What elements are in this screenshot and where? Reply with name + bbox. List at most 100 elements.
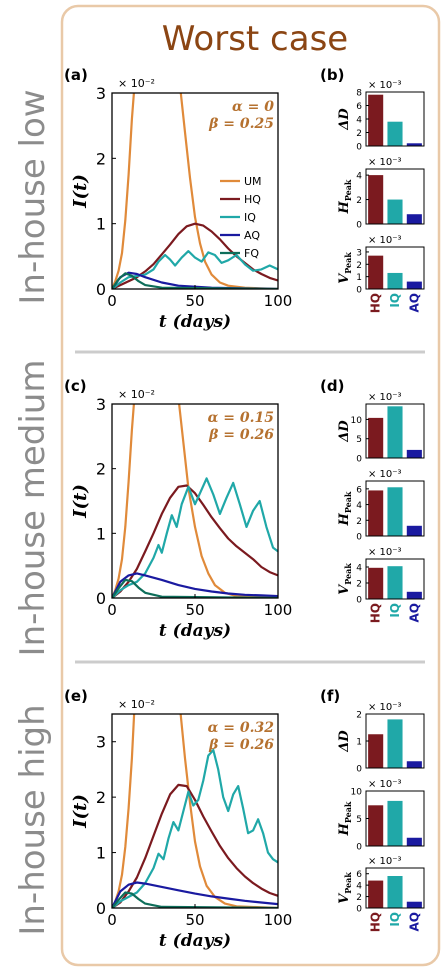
bar-hq bbox=[368, 175, 383, 224]
y-tick-label: 0 bbox=[356, 286, 362, 296]
row-label-medium: In-house medium bbox=[13, 360, 53, 657]
y-tick-label: 1 bbox=[96, 524, 106, 543]
y-axis-label: ΔD bbox=[337, 108, 352, 131]
panel-label: (c) bbox=[64, 377, 87, 395]
bar-iq bbox=[387, 487, 402, 536]
axis-exponent: × 10⁻³ bbox=[368, 80, 402, 91]
bar-aq bbox=[407, 526, 422, 536]
legend-label-fq: FQ bbox=[244, 247, 259, 260]
bar-iq bbox=[387, 200, 402, 224]
x-tick-label: 50 bbox=[185, 911, 204, 929]
y-tick-label: 10 bbox=[351, 788, 363, 798]
bar-hq bbox=[368, 881, 383, 908]
category-label-iq: IQ bbox=[388, 912, 402, 927]
y-tick-label: 4 bbox=[356, 172, 362, 182]
panel-label: (b) bbox=[320, 66, 344, 84]
bar-aq bbox=[407, 592, 422, 599]
bar-iq bbox=[387, 876, 402, 908]
y-tick-label: 0 bbox=[96, 589, 106, 608]
parameter-label: β = 0.26 bbox=[208, 427, 274, 443]
axis-exponent: × 10⁻³ bbox=[368, 469, 402, 480]
category-label-aq: AQ bbox=[407, 912, 421, 932]
parameter-label: α = 0.32 bbox=[208, 720, 275, 736]
category-label-hq: HQ bbox=[369, 603, 383, 623]
y-tick-label: 0 bbox=[356, 455, 362, 465]
legend-label-iq: IQ bbox=[244, 211, 256, 224]
bar-hq bbox=[368, 805, 383, 846]
bar-aq bbox=[407, 838, 422, 846]
axis-exponent: × 10⁻³ bbox=[368, 702, 402, 713]
x-tick-label: 100 bbox=[264, 601, 293, 619]
y-tick-label: 0 bbox=[96, 899, 106, 918]
figure-title: Worst case bbox=[162, 19, 348, 59]
y-tick-label: 2 bbox=[356, 196, 362, 206]
parameter-label: β = 0.25 bbox=[208, 116, 274, 132]
y-tick-label: 3 bbox=[96, 84, 106, 103]
category-label-hq: HQ bbox=[369, 912, 383, 932]
parameter-label: β = 0.26 bbox=[208, 737, 274, 753]
x-axis-label: t (days) bbox=[159, 312, 231, 332]
y-tick-label: 0 bbox=[356, 765, 362, 775]
y-tick-label: 1 bbox=[96, 844, 106, 863]
bar-hq bbox=[368, 490, 383, 536]
y-tick-label: 5 bbox=[356, 815, 362, 825]
bar-iq bbox=[387, 273, 402, 289]
y-tick-label: 0 bbox=[356, 596, 362, 606]
y-tick-label: 1 bbox=[96, 215, 106, 234]
y-tick-label: 2 bbox=[356, 893, 362, 903]
bar-aq bbox=[407, 450, 422, 458]
y-axis-label: ΔD bbox=[337, 420, 352, 443]
y-tick-label: 3 bbox=[96, 395, 106, 414]
bar-hq bbox=[368, 418, 383, 458]
y-tick-label: 6 bbox=[356, 870, 362, 880]
bar-iq bbox=[387, 406, 402, 458]
y-axis-label: I(t) bbox=[70, 484, 91, 519]
y-tick-label: 1 bbox=[356, 273, 362, 283]
bar-aq bbox=[407, 761, 422, 768]
y-tick-label: 8 bbox=[356, 89, 362, 99]
y-tick-label: 0 bbox=[96, 280, 106, 299]
bar-iq bbox=[387, 122, 402, 146]
bar-hq bbox=[368, 734, 383, 768]
y-tick-label: 4 bbox=[356, 501, 362, 511]
axis-exponent: × 10⁻³ bbox=[368, 235, 402, 246]
y-axis-label: ΔD bbox=[337, 730, 352, 753]
axis-exponent: × 10⁻² bbox=[118, 698, 155, 711]
y-axis-label: I(t) bbox=[70, 174, 91, 209]
bar-iq bbox=[387, 801, 402, 846]
y-tick-label: 2 bbox=[356, 261, 362, 271]
x-tick-label: 0 bbox=[107, 911, 117, 929]
row-label-high: In-house high bbox=[13, 704, 53, 935]
panel-label: (f) bbox=[320, 687, 340, 705]
x-axis-label: t (days) bbox=[159, 621, 231, 641]
y-tick-label: 3 bbox=[96, 733, 106, 752]
bar-iq bbox=[387, 566, 402, 599]
y-axis-label: I(t) bbox=[70, 794, 91, 829]
x-tick-label: 100 bbox=[264, 911, 293, 929]
axis-exponent: × 10⁻³ bbox=[368, 157, 402, 168]
parameter-label: α = 0 bbox=[232, 99, 274, 115]
y-tick-label: 0 bbox=[356, 533, 362, 543]
y-tick-label: 2 bbox=[356, 711, 362, 721]
y-tick-label: 2 bbox=[96, 149, 106, 168]
bar-iq bbox=[387, 719, 402, 768]
y-tick-label: 2 bbox=[356, 129, 362, 139]
bar-aq bbox=[407, 214, 422, 224]
row-label-low: In-house low bbox=[13, 89, 53, 304]
category-label-aq: AQ bbox=[407, 603, 421, 623]
y-tick-label: 6 bbox=[356, 102, 362, 112]
y-tick-label: 2 bbox=[356, 517, 362, 527]
x-axis-label: t (days) bbox=[159, 931, 231, 951]
bar-hq bbox=[368, 256, 383, 289]
category-label-aq: AQ bbox=[407, 293, 421, 313]
axis-exponent: × 10⁻³ bbox=[368, 779, 402, 790]
legend-label-hq: HQ bbox=[244, 193, 261, 206]
x-tick-label: 50 bbox=[185, 292, 204, 310]
y-tick-label: 4 bbox=[356, 116, 362, 126]
y-tick-label: 0 bbox=[356, 143, 362, 153]
category-label-hq: HQ bbox=[369, 293, 383, 313]
y-tick-label: 2 bbox=[356, 580, 362, 590]
axis-exponent: × 10⁻³ bbox=[368, 856, 402, 867]
bar-aq bbox=[407, 902, 422, 908]
